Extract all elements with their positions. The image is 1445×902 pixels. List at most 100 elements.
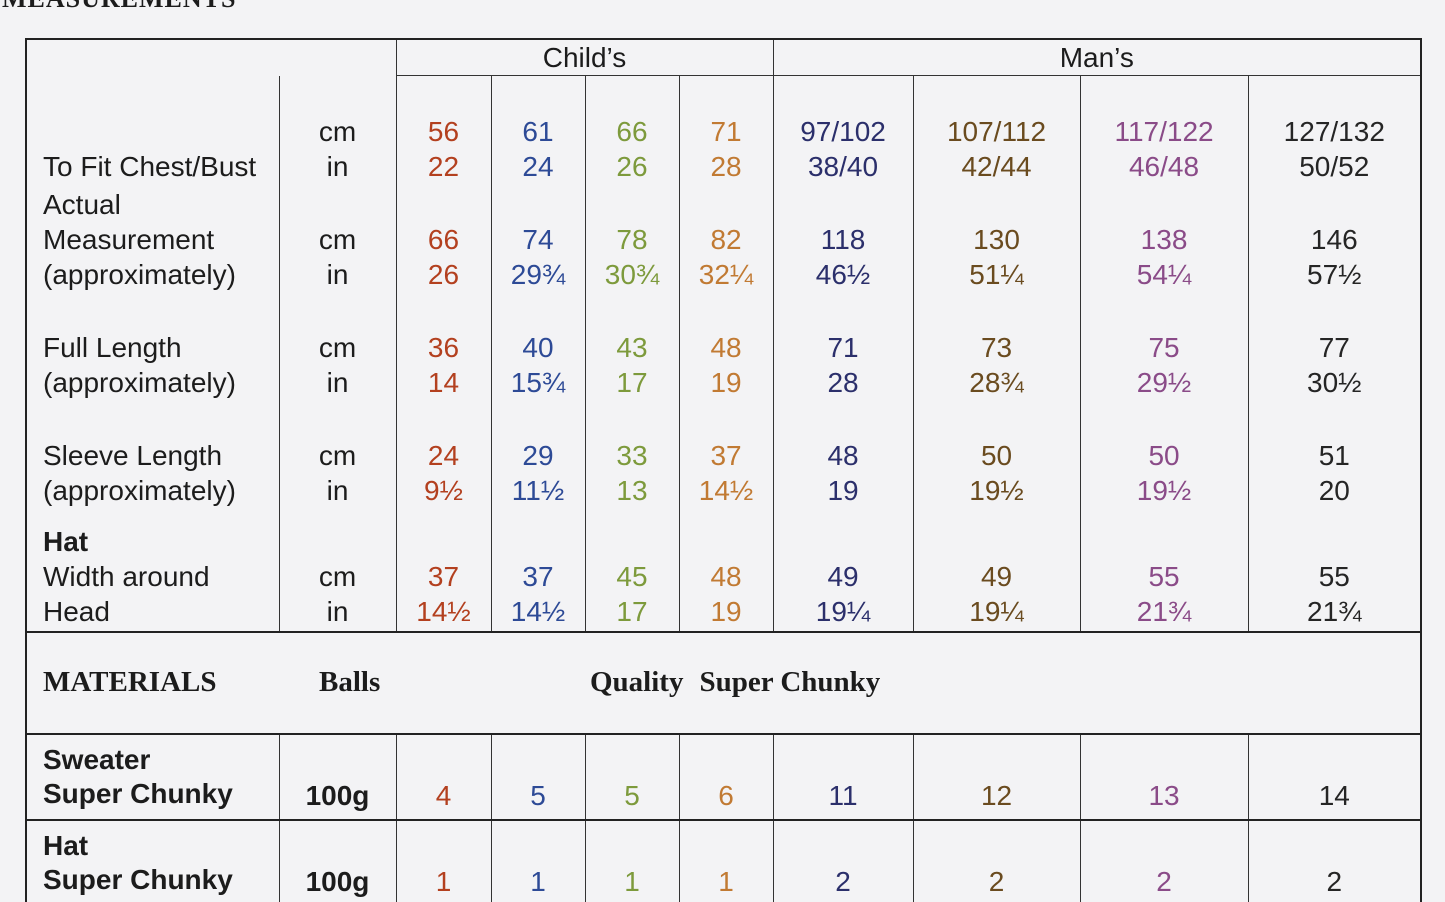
size-value: 117/122 xyxy=(1114,115,1214,147)
row-label-line: Head xyxy=(43,595,110,627)
size-value: 71 xyxy=(827,331,859,363)
size-cell: 61 24 xyxy=(490,75,585,186)
unit: cm xyxy=(318,560,357,592)
size-value: 55 xyxy=(1148,560,1180,592)
row-label-line: Actual xyxy=(43,188,121,220)
size-value: 28 xyxy=(710,150,742,182)
measurement-row: Full Length (approximately) cm in 36 14 40 15¾ 4… xyxy=(26,293,1422,402)
size-cell: 71 28 xyxy=(678,75,774,186)
size-value: 26 xyxy=(427,258,460,290)
size-value: 37 xyxy=(710,439,742,471)
size-cell: 74 29¾ xyxy=(490,185,585,294)
size-cell: 118 46½ xyxy=(772,185,914,294)
size-value: 46/48 xyxy=(1128,150,1200,182)
header-row: Child’s Man’s xyxy=(26,39,1422,76)
size-value: 19 xyxy=(827,474,859,506)
size-value: 130 xyxy=(973,223,1020,255)
size-value: 71 xyxy=(710,115,742,147)
size-cell: 138 54¼ xyxy=(1079,185,1249,294)
size-cell: 48 19 xyxy=(678,293,774,402)
unit: in xyxy=(326,150,349,182)
size-cell: 71 28 xyxy=(772,293,914,402)
ball-count: 2 xyxy=(772,818,914,902)
ball-count: 5 xyxy=(490,732,585,820)
size-value: 28¾ xyxy=(969,366,1024,398)
size-value: 78 xyxy=(616,223,648,255)
row-label-line: Width around xyxy=(43,560,210,592)
size-value: 40 xyxy=(522,331,554,363)
row-label-line: (approximately) xyxy=(43,258,236,290)
size-value: 30½ xyxy=(1307,366,1362,398)
size-cell: 37 14½ xyxy=(678,401,774,510)
material-weight: 100g xyxy=(278,818,396,902)
size-value: 38/40 xyxy=(807,150,879,182)
size-cell: 117/122 46/48 xyxy=(1079,75,1249,186)
size-value: 61 xyxy=(522,115,554,147)
row-label-line: Measurement xyxy=(43,223,215,255)
size-value: 30¾ xyxy=(604,258,660,290)
size-value: 51 xyxy=(1318,439,1350,471)
row-label: Full Length (approximately) xyxy=(26,294,279,402)
ball-count: 5 xyxy=(584,732,679,820)
size-value: 19½ xyxy=(1136,474,1192,506)
size-cell: 107/112 42/44 xyxy=(912,75,1081,186)
size-value: 21¾ xyxy=(1136,595,1192,627)
material-label-line: Hat xyxy=(43,829,89,861)
unit: cm xyxy=(318,331,357,363)
size-value: 32¼ xyxy=(698,258,754,290)
material-label: Hat Super Chunky xyxy=(26,818,279,902)
measurement-row: Actual Measurement (approximately) cm in 66 26… xyxy=(26,185,1422,294)
size-value: 43 xyxy=(616,331,648,363)
size-value: 21¾ xyxy=(1307,595,1362,627)
size-cell: 43 17 xyxy=(584,293,679,402)
size-value: 127/132 xyxy=(1283,115,1385,147)
size-cell: 55 21¾ xyxy=(1079,509,1249,632)
unit: in xyxy=(326,595,349,627)
size-value: 19¼ xyxy=(815,595,871,627)
size-value: 118 xyxy=(820,223,866,255)
size-cell: 37 14½ xyxy=(490,509,585,632)
ball-count: 13 xyxy=(1079,732,1249,820)
size-value: 26 xyxy=(616,150,648,182)
size-value: 82 xyxy=(710,223,742,255)
group-header: Man’s xyxy=(772,39,1422,76)
size-cell: 78 30¾ xyxy=(584,185,679,294)
row-label-line: (approximately) xyxy=(43,366,236,398)
size-value: 107/112 xyxy=(946,115,1047,147)
size-value: 49 xyxy=(980,560,1013,592)
unit-cell: cm in xyxy=(278,509,396,632)
unit-cell: cm in xyxy=(278,401,396,510)
row-label: Hat Width around Head xyxy=(26,510,279,632)
size-value: 11½ xyxy=(511,474,565,506)
ball-count: 1 xyxy=(395,818,491,902)
unit: in xyxy=(326,366,349,398)
size-value: 14½ xyxy=(510,595,566,627)
size-cell: 48 19 xyxy=(678,509,774,632)
size-value: 77 xyxy=(1318,331,1350,363)
size-value: 146 xyxy=(1310,223,1358,255)
size-cell: 73 28¾ xyxy=(912,293,1081,402)
material-weight: 100g xyxy=(278,732,396,820)
size-cell: 36 14 xyxy=(395,293,491,402)
material-label-line: Super Chunky xyxy=(43,863,233,895)
size-value: 33 xyxy=(616,439,648,471)
size-value: 36 xyxy=(427,331,460,363)
row-label-line: Sleeve Length xyxy=(43,439,223,471)
size-cell: 82 32¼ xyxy=(678,185,774,294)
size-value: 29½ xyxy=(1136,366,1192,398)
size-cell: 50 19½ xyxy=(912,401,1081,510)
size-cell: 66 26 xyxy=(395,185,491,294)
size-value: 48 xyxy=(827,439,859,471)
measurement-row: Sleeve Length (approximately) cm in 24 9½ 29 11… xyxy=(26,401,1422,510)
unit: cm xyxy=(318,223,357,255)
size-cell: 29 11½ xyxy=(490,401,585,510)
size-cell: 45 17 xyxy=(584,509,679,632)
ball-count: 12 xyxy=(912,732,1081,820)
size-cell: 40 15¾ xyxy=(490,293,585,402)
size-value: 66 xyxy=(616,115,648,147)
unit: in xyxy=(326,258,349,290)
size-value: 66 xyxy=(427,223,460,255)
row-label-line: Full Length xyxy=(43,331,182,363)
size-value: 14½ xyxy=(416,595,471,627)
size-cell: 56 22 xyxy=(395,75,491,186)
